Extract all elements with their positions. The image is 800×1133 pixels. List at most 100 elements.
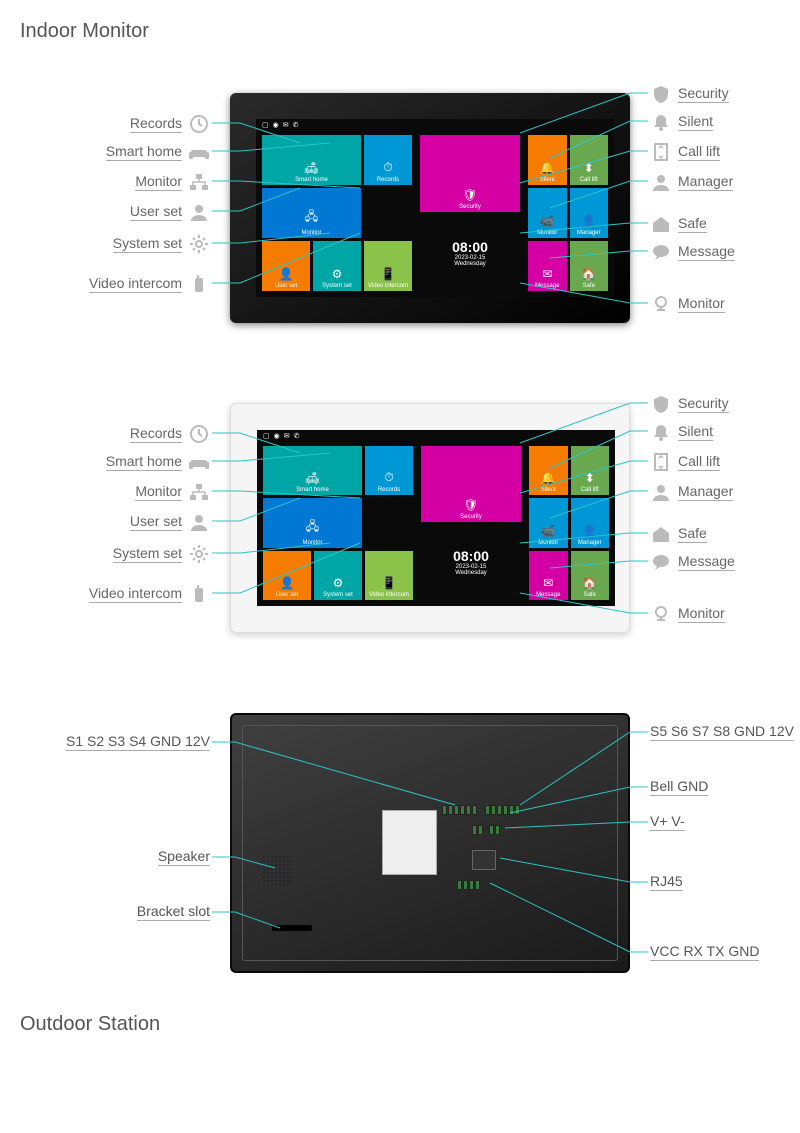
network-icon	[188, 481, 210, 503]
tile-safe[interactable]: 🏠Safe	[571, 551, 610, 600]
tile-user set[interactable]: 👤User set	[262, 241, 310, 291]
tile-silent[interactable]: 🔔Silent	[529, 446, 568, 495]
tile-records[interactable]: ⏱Records	[365, 446, 413, 495]
rj45-port	[472, 850, 496, 870]
chat-icon	[650, 241, 672, 263]
status-bar: ▢◉✉✆	[263, 432, 299, 440]
elevator-icon	[650, 141, 672, 163]
tile-call lift[interactable]: ⬍Call lift	[570, 135, 609, 185]
callout-message: Message	[650, 241, 735, 263]
tile-system set[interactable]: ⚙System set	[313, 241, 361, 291]
tile-user set[interactable]: 👤User set	[263, 551, 311, 600]
network-icon	[188, 171, 210, 193]
back-panel-diagram: S1 S2 S3 S4 GND 12V Speaker Bracket slot S5…	[0, 683, 800, 1003]
tile-call lift[interactable]: ⬍Call lift	[571, 446, 610, 495]
tile-video intercom[interactable]: 📱Video intercom	[364, 241, 412, 291]
back-callout-vcc-rx-tx-gnd: VCC RX TX GND	[650, 943, 759, 959]
tile-security[interactable]: 🛡Security	[420, 135, 520, 212]
camera-icon	[650, 603, 672, 625]
callout-manager: Manager	[650, 481, 733, 503]
indoor-monitor-title: Indoor Monitor	[20, 20, 780, 43]
bracket-slot	[272, 925, 312, 931]
back-unit-body	[230, 713, 630, 973]
clock-icon	[188, 423, 210, 445]
device-screen[interactable]: ▢◉✉✆ 🛋Smart home⏱Records🖧Monitor👤User set…	[257, 430, 615, 606]
back-callout-speaker: Speaker	[158, 848, 210, 864]
tile-video intercom[interactable]: 📱Video intercom	[365, 551, 413, 600]
camera-icon	[650, 293, 672, 315]
elevator-icon	[650, 451, 672, 473]
tile-message[interactable]: ✉Message	[529, 551, 568, 600]
terminal-block-mid	[472, 825, 500, 835]
tile-message[interactable]: ✉Message	[528, 241, 567, 291]
callout-safe: Safe	[650, 523, 707, 545]
tile-smart home[interactable]: 🛋Smart home	[263, 446, 362, 495]
callout-user-set: User set	[130, 511, 210, 533]
bell-icon	[650, 111, 672, 133]
spec-label-sticker	[382, 810, 437, 875]
tile-records[interactable]: ⏱Records	[364, 135, 412, 185]
speaker-grille	[262, 855, 292, 885]
outdoor-station-title: Outdoor Station	[20, 1013, 780, 1036]
device-black: ▢◉✉✆ 🛋Smart home⏱Records🖧Monitor👤User set…	[230, 93, 630, 323]
user-icon	[650, 481, 672, 503]
callout-security: Security	[650, 83, 729, 105]
callout-system-set: System set	[113, 233, 210, 255]
callout-silent: Silent	[650, 421, 713, 443]
back-callout-s5-s6-s7-s8-gnd-12v: S5 S6 S7 S8 GND 12V	[650, 723, 794, 739]
terminal-block-top	[442, 805, 520, 815]
callout-records: Records	[130, 423, 210, 445]
tile-system set[interactable]: ⚙System set	[314, 551, 362, 600]
black-monitor-diagram: RecordsSmart homeMonitorUser setSystem s…	[0, 53, 800, 343]
callout-message: Message	[650, 551, 735, 573]
callout-system-set: System set	[113, 543, 210, 565]
clock-tile: 08:002023-02-15Wednesday	[420, 215, 520, 292]
callout-smart-home: Smart home	[106, 451, 210, 473]
tile-monitor[interactable]: 📹Monitor	[528, 188, 567, 238]
tile-manager[interactable]: 👤Manager	[571, 498, 610, 547]
device-white: ▢◉✉✆ 🛋Smart home⏱Records🖧Monitor👤User set…	[230, 403, 630, 633]
tile-manager[interactable]: 👤Manager	[570, 188, 609, 238]
callout-video-intercom: Video intercom	[89, 583, 210, 605]
clock-tile: 08:002023-02-15Wednesday	[421, 525, 521, 601]
callout-monitor: Monitor	[135, 481, 210, 503]
back-callout-rj45: RJ45	[650, 873, 683, 889]
sofa-icon	[188, 141, 210, 163]
callout-video-intercom: Video intercom	[89, 273, 210, 295]
gear-icon	[188, 543, 210, 565]
callout-safe: Safe	[650, 213, 707, 235]
callout-monitor: Monitor	[650, 293, 725, 315]
callout-call-lift: Call lift	[650, 141, 720, 163]
home-icon	[650, 213, 672, 235]
back-callout-bracket-slot: Bracket slot	[137, 903, 210, 919]
status-bar: ▢◉✉✆	[262, 121, 298, 129]
gear-icon	[188, 233, 210, 255]
tile-safe[interactable]: 🏠Safe	[570, 241, 609, 291]
callout-monitor: Monitor	[135, 171, 210, 193]
callout-security: Security	[650, 393, 729, 415]
user-icon	[650, 171, 672, 193]
tile-monitor[interactable]: 📹Monitor	[529, 498, 568, 547]
bell-icon	[650, 421, 672, 443]
walkie-icon	[188, 273, 210, 295]
chat-icon	[650, 551, 672, 573]
tile-monitor[interactable]: 🖧Monitor	[263, 498, 362, 547]
user-icon	[188, 511, 210, 533]
shield-icon	[650, 83, 672, 105]
tile-monitor[interactable]: 🖧Monitor	[262, 188, 361, 238]
user-icon	[188, 201, 210, 223]
back-callout-v-v-: V+ V-	[650, 813, 685, 829]
callout-call-lift: Call lift	[650, 451, 720, 473]
tile-silent[interactable]: 🔔Silent	[528, 135, 567, 185]
shield-icon	[650, 393, 672, 415]
tile-smart home[interactable]: 🛋Smart home	[262, 135, 361, 185]
terminal-block-bottom	[457, 880, 480, 890]
device-screen[interactable]: ▢◉✉✆ 🛋Smart home⏱Records🖧Monitor👤User set…	[256, 119, 614, 297]
home-icon	[650, 523, 672, 545]
tile-security[interactable]: 🛡Security	[421, 446, 521, 522]
callout-user-set: User set	[130, 201, 210, 223]
back-callout-s1-s2-s3-s4-gnd-12v: S1 S2 S3 S4 GND 12V	[66, 733, 210, 749]
walkie-icon	[188, 583, 210, 605]
clock-icon	[188, 113, 210, 135]
callout-manager: Manager	[650, 171, 733, 193]
